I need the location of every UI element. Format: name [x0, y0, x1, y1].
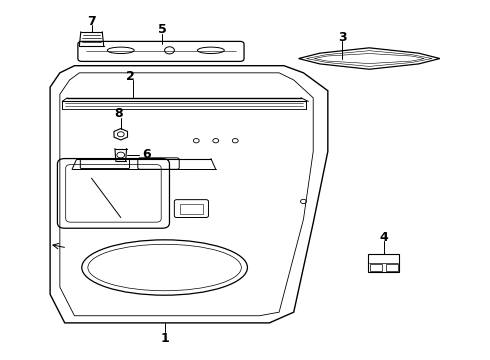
- Text: 1: 1: [160, 333, 169, 346]
- Text: 3: 3: [338, 31, 347, 44]
- Text: 7: 7: [87, 14, 96, 27]
- Text: 4: 4: [379, 231, 388, 244]
- Text: 5: 5: [158, 23, 167, 36]
- Text: 6: 6: [142, 148, 150, 162]
- Text: 2: 2: [126, 70, 135, 83]
- Text: 8: 8: [114, 107, 122, 120]
